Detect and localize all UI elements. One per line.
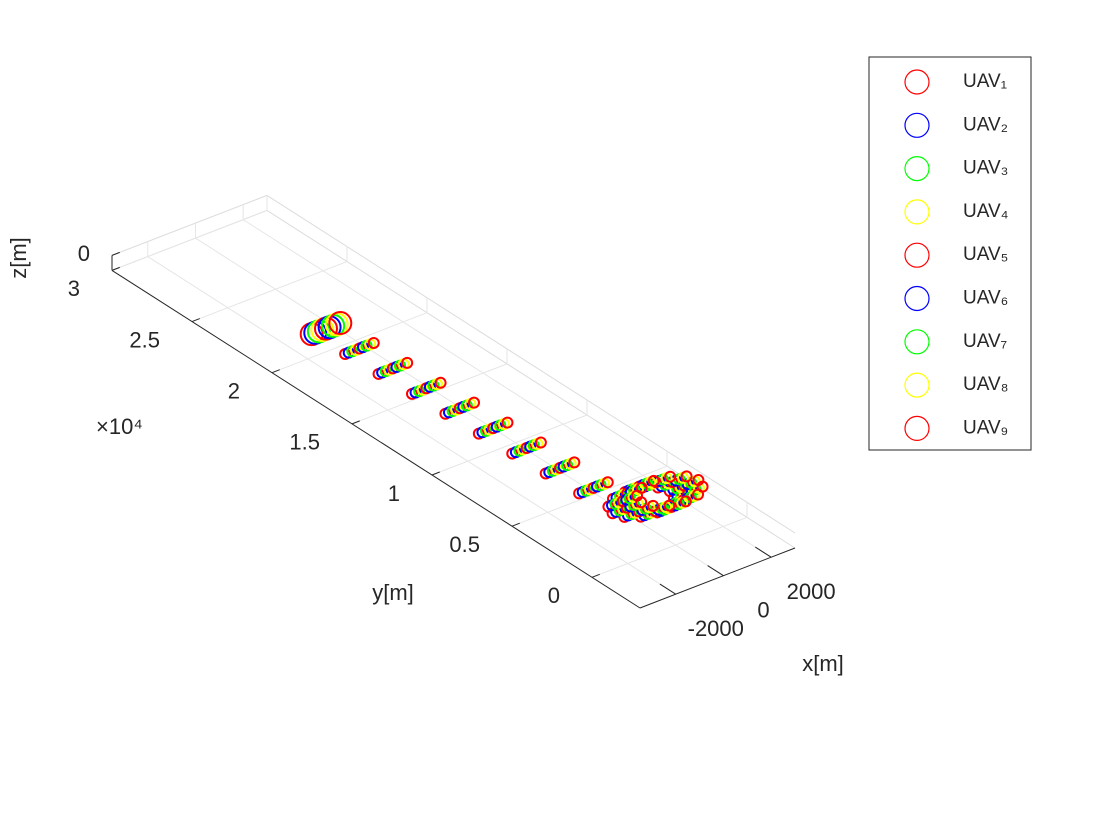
legend-marker [904, 372, 930, 398]
legend-box [868, 56, 1032, 451]
data-point [367, 336, 380, 349]
x-tick-label: 0 [757, 598, 769, 623]
x-tick [755, 546, 772, 558]
grid-line [271, 312, 428, 374]
legend-label: UAV₂ [963, 114, 1008, 135]
grid-line [242, 219, 772, 558]
legend-label: UAV₃ [963, 158, 1008, 179]
grid-line [431, 414, 588, 476]
legend-marker [904, 112, 930, 138]
grid-line [591, 516, 748, 578]
legend-marker [904, 199, 930, 225]
legend: UAV₁ UAV₂ UAV₃ UAV₄ UAV₅ UAV₆ UAV₇ UAV₈ UAV₉ [868, 56, 1032, 451]
z-tick-label: 0 [78, 241, 90, 266]
y-tick-label: 1 [388, 481, 400, 506]
x-tick [707, 565, 724, 577]
y-exponent-label: ×10⁴ [96, 414, 143, 439]
x-tick-label: -2000 [688, 616, 744, 641]
data-point [631, 489, 644, 502]
y-tick-label: 3 [68, 276, 80, 301]
y-tick-label: 0 [548, 583, 560, 608]
legend-marker [904, 242, 930, 268]
legend-label: UAV₅ [963, 244, 1008, 265]
y-axis-label: y[m] [372, 580, 414, 605]
y-tick [511, 522, 520, 527]
data-point [692, 474, 705, 487]
x-tick-label: 2000 [787, 579, 836, 604]
grid-line [111, 209, 268, 271]
legend-label: UAV₈ [963, 374, 1009, 395]
legend-label: UAV₇ [963, 331, 1007, 352]
data-point [468, 396, 481, 409]
y-tick-label: 1.5 [289, 430, 320, 455]
data-point [680, 470, 693, 483]
legend-label: UAV₄ [963, 201, 1009, 222]
z-tick [111, 251, 120, 256]
data-point [501, 416, 514, 429]
box-edge [111, 194, 268, 256]
x-axis-label: x[m] [802, 651, 844, 676]
data-point [647, 474, 660, 487]
x-tick [659, 583, 677, 595]
grid-line [511, 465, 668, 527]
data-point [568, 456, 581, 469]
legend-marker [904, 285, 930, 312]
data-point [679, 495, 692, 508]
box-edge [266, 209, 796, 549]
data-point [534, 436, 547, 449]
legend-label: UAV₉ [963, 417, 1008, 438]
legend-marker [904, 156, 930, 182]
box-edge [266, 194, 796, 534]
y-tick [111, 266, 120, 271]
grid-line [147, 256, 677, 595]
legend-label: UAV₆ [963, 288, 1008, 309]
x-axis [639, 547, 796, 609]
data-point [663, 499, 676, 512]
data-point [647, 499, 660, 512]
legend-marker [904, 415, 930, 441]
y-tick-label: 2.5 [129, 327, 160, 352]
y-tick-label: 2 [228, 379, 240, 404]
data-point [434, 376, 447, 389]
legend-marker [904, 329, 930, 355]
y-tick [351, 420, 360, 425]
legend-marker [904, 69, 930, 95]
grid-line [191, 261, 348, 323]
y-tick [431, 471, 440, 476]
grid-line [351, 363, 508, 425]
y-tick [191, 318, 200, 323]
data-point [401, 356, 414, 369]
legend-label: UAV₁ [963, 71, 1007, 92]
y-tick [271, 369, 280, 374]
data-point [328, 311, 353, 336]
y-tick-label: 0.5 [449, 532, 480, 557]
z-axis-label: z[m] [6, 237, 31, 279]
data-point [601, 476, 614, 489]
y-tick [591, 573, 600, 578]
data-point [664, 470, 677, 483]
y-axis [111, 269, 641, 609]
